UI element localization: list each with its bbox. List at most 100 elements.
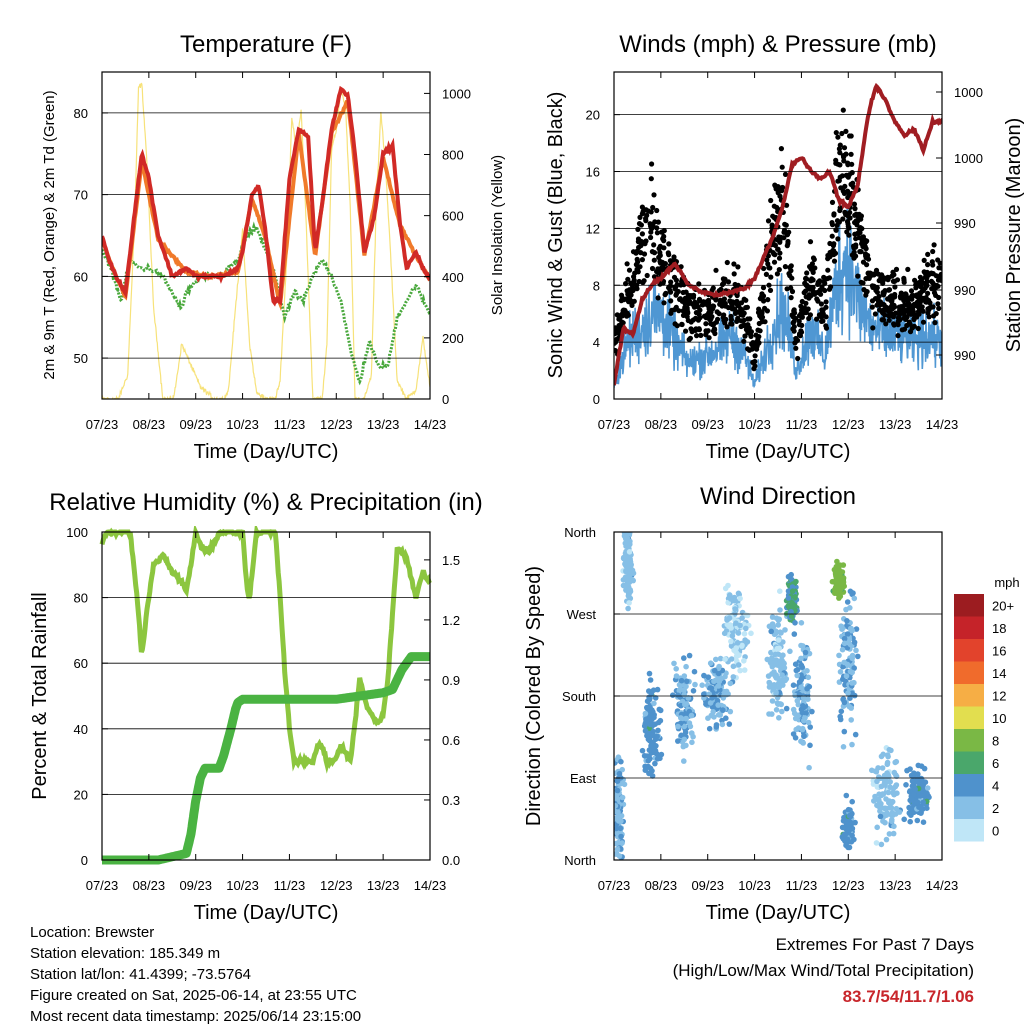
plot-frame <box>101 531 431 861</box>
direction-point <box>922 779 929 785</box>
gust-point <box>920 308 926 314</box>
gust-point <box>657 260 664 266</box>
direction-point <box>726 721 733 727</box>
direction-point <box>774 662 780 668</box>
gust-point <box>775 187 781 193</box>
x-tick-label: 11/23 <box>786 878 818 893</box>
direction-point <box>841 635 848 642</box>
gust-point <box>684 305 690 311</box>
gust-point <box>712 327 718 333</box>
direction-point <box>846 827 852 833</box>
direction-point <box>739 615 745 621</box>
gust-point <box>620 308 626 314</box>
gust-point <box>831 248 837 254</box>
direction-point <box>893 782 900 788</box>
direction-point <box>887 784 893 790</box>
gust-point <box>853 253 859 259</box>
gust-point <box>906 319 912 325</box>
gust-point <box>929 259 935 265</box>
direction-point <box>792 735 799 741</box>
direction-point <box>886 746 893 753</box>
gust-point <box>880 317 887 323</box>
direction-point <box>772 651 779 658</box>
gust-point <box>682 295 689 301</box>
direction-point <box>924 790 930 797</box>
gust-point <box>850 180 856 186</box>
direction-point <box>846 844 853 851</box>
direction-point <box>785 573 792 580</box>
gust-point <box>625 276 631 282</box>
gust-point <box>914 281 920 287</box>
gust-point <box>648 176 654 182</box>
direction-point <box>910 791 917 798</box>
y-right-tick-label: 600 <box>442 209 464 224</box>
direction-point <box>801 733 807 740</box>
gust-point <box>819 318 825 324</box>
y-right-tick-label: 0.3 <box>442 793 460 808</box>
gust-point <box>893 266 900 272</box>
direction-point <box>846 703 853 710</box>
direction-point <box>713 656 719 663</box>
x-tick-label: 13/23 <box>367 417 400 432</box>
direction-point <box>741 658 747 664</box>
direction-point <box>649 707 655 713</box>
humidity-panel: Relative Humidity (%) & Precipitation (i… <box>29 489 483 924</box>
gust-point <box>889 297 895 303</box>
x-tick-label: 09/23 <box>179 878 212 893</box>
direction-point <box>775 675 781 682</box>
gust-point <box>851 245 857 251</box>
direction-point <box>893 772 899 778</box>
x-tick-label: 09/23 <box>691 417 724 432</box>
y-tick-label: North <box>564 853 596 868</box>
direction-point <box>788 613 795 619</box>
direction-point <box>765 673 772 679</box>
direction-point <box>652 760 658 767</box>
direction-point <box>777 629 783 635</box>
direction-point <box>849 669 855 676</box>
gust-point <box>791 308 797 314</box>
direction-point <box>654 756 661 762</box>
direction-point <box>915 762 922 769</box>
y-right-tick-label: 400 <box>442 270 464 285</box>
gust-point <box>935 283 941 289</box>
extremes-values: 83.7/54/11.7/1.06 <box>842 987 974 1006</box>
direction-point <box>915 771 921 777</box>
gust-point <box>745 322 751 328</box>
gust-point <box>764 257 770 263</box>
winds-series <box>614 82 942 389</box>
direction-point <box>921 765 928 772</box>
gust-point <box>837 207 843 214</box>
gust-point <box>661 266 667 272</box>
gust-point <box>706 303 712 309</box>
gust-point <box>915 325 921 332</box>
y-right-tick-label: 0 <box>442 392 449 407</box>
gust-point <box>764 308 771 314</box>
gust-point <box>756 320 762 327</box>
gust-point <box>855 273 861 279</box>
gust-point <box>912 277 918 283</box>
direction-point <box>735 630 742 636</box>
direction-point <box>890 830 897 837</box>
direction-point <box>785 588 792 594</box>
direction-point <box>658 751 665 758</box>
y-right-tick-label: 1000 <box>954 151 983 166</box>
y-right-tick-label: 0.0 <box>442 853 460 868</box>
legend-label: 20+ <box>992 598 1014 613</box>
gust-point <box>917 274 924 280</box>
gust-point <box>765 261 771 267</box>
plot-frame <box>101 71 431 400</box>
direction-point <box>847 695 853 701</box>
gust-point <box>931 242 937 248</box>
direction-point <box>792 692 798 699</box>
gust-point <box>804 283 810 289</box>
gust-point <box>629 302 635 308</box>
direction-point <box>835 589 842 596</box>
direction-point <box>678 677 685 684</box>
direction-point <box>851 665 857 671</box>
direction-point <box>641 753 648 759</box>
gust-point <box>728 321 734 327</box>
gust-point <box>698 332 704 338</box>
direction-point <box>776 645 782 652</box>
gust-point <box>897 293 904 299</box>
gust-point <box>761 265 767 272</box>
